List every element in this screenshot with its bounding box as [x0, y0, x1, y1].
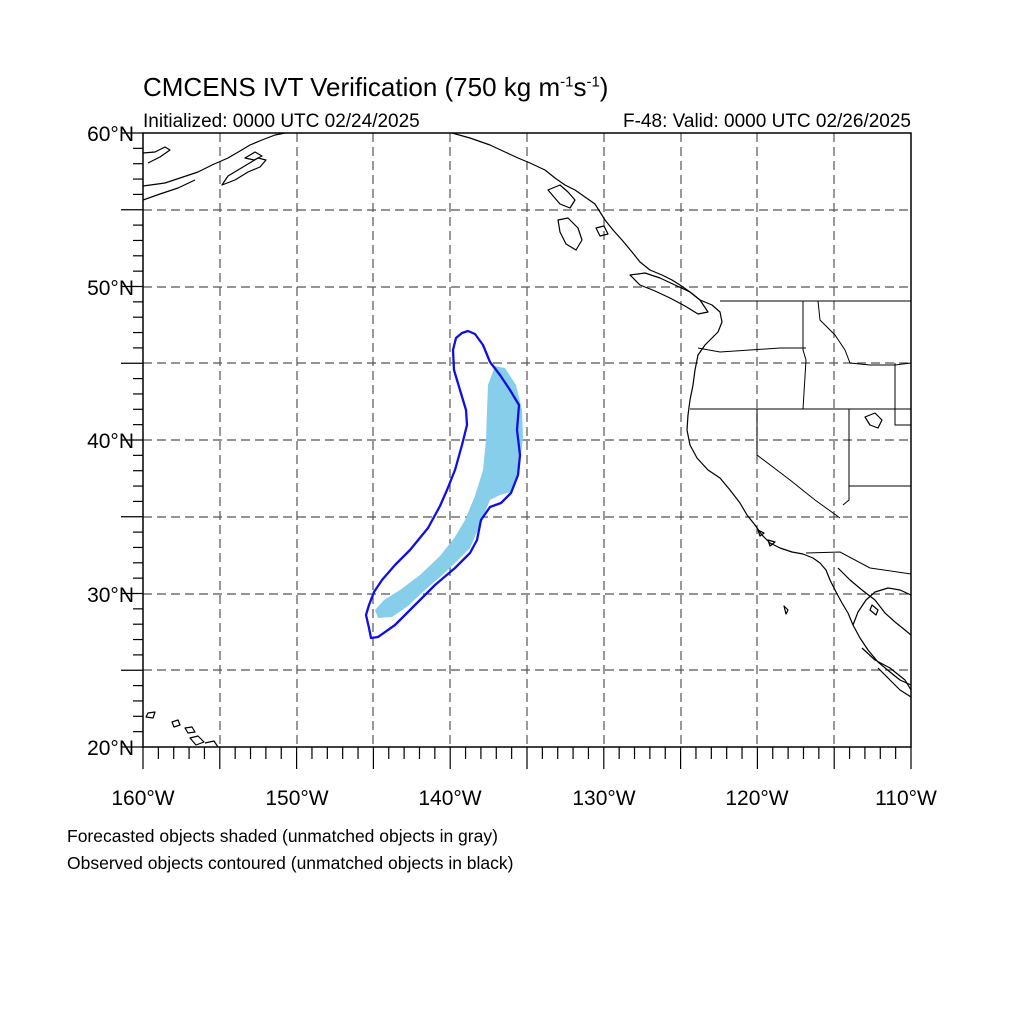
lat-label-30: 30°N — [87, 584, 134, 607]
forecast-ivt-object — [375, 366, 523, 618]
lat-label-40: 40°N — [87, 430, 134, 453]
initialized-label: Initialized: 0000 UTC 02/24/2025 — [143, 111, 420, 132]
lon-label-150w: 150°W — [265, 787, 328, 810]
caption-forecast: Forecasted objects shaded (unmatched obj… — [67, 826, 498, 846]
lat-axis-labels: 60°N 50°N 40°N 30°N 20°N — [87, 123, 134, 760]
lon-label-110w: 110°W — [875, 787, 937, 810]
lat-label-60: 60°N — [87, 123, 134, 146]
lat-label-50: 50°N — [87, 277, 134, 300]
map-title: CMCENS IVT Verification (750 kg m-1s-1) — [143, 72, 609, 102]
lon-label-160w: 160°W — [111, 787, 174, 810]
lon-axis-labels: 160°W 150°W 140°W 130°W 120°W 110°W — [111, 787, 937, 810]
observed-ivt-contour — [364, 329, 522, 640]
lon-label-140w: 140°W — [418, 787, 481, 810]
lon-label-120w: 120°W — [725, 787, 788, 810]
political-borders — [690, 300, 911, 575]
lon-label-130w: 130°W — [572, 787, 635, 810]
graticule — [143, 133, 911, 747]
coastlines — [143, 133, 911, 747]
valid-time-label: F-48: Valid: 0000 UTC 02/26/2025 — [623, 111, 911, 132]
lat-label-20: 20°N — [87, 737, 134, 760]
caption-observed: Observed objects contoured (unmatched ob… — [67, 853, 514, 873]
tick-marks — [121, 132, 912, 769]
